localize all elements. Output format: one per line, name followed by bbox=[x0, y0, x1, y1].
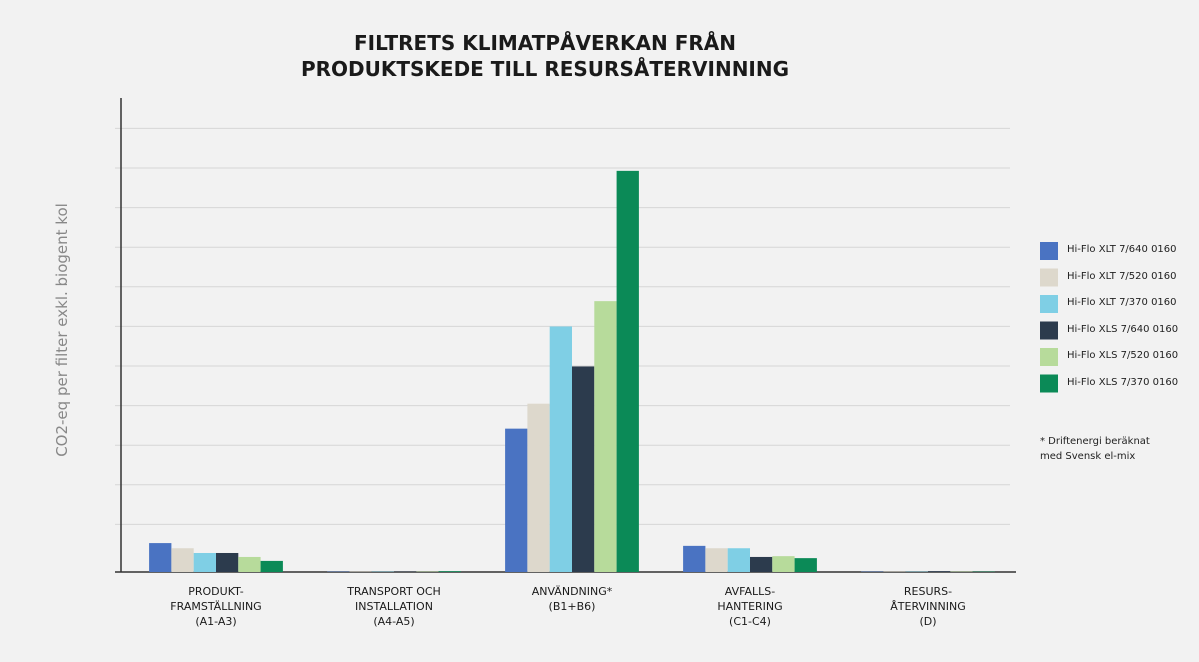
bar bbox=[727, 548, 750, 572]
legend-swatch bbox=[1040, 242, 1058, 260]
bar bbox=[527, 403, 550, 572]
legend-swatch bbox=[1040, 268, 1058, 287]
legend-label: Hi-Flo XLT 7/520 0160 bbox=[1067, 270, 1177, 282]
bar bbox=[683, 545, 706, 572]
bar bbox=[216, 552, 239, 572]
bar bbox=[572, 366, 595, 572]
y-axis-label: CO2-eq per filter exkl. biogent kol bbox=[53, 203, 71, 457]
x-tick-label: TRANSPORT OCH INSTALLATION (A4-A5) bbox=[347, 585, 441, 628]
legend-label: Hi-Flo XLS 7/520 0160 bbox=[1067, 350, 1179, 361]
legend-swatch bbox=[1040, 374, 1058, 393]
bar bbox=[705, 548, 728, 572]
x-tick-label: RESURS- ÅTERVINNING (D) bbox=[890, 585, 966, 628]
legend-label: Hi-Flo XLS 7/370 0160 bbox=[1067, 376, 1179, 388]
bar bbox=[149, 543, 172, 572]
legend-swatch bbox=[1040, 295, 1058, 313]
x-tick-label: PRODUKT- FRAMSTÄLLNING (A1-A3) bbox=[170, 585, 262, 628]
legend-swatch bbox=[1040, 348, 1058, 366]
x-tick-label: ANVÄNDNING* (B1+B6) bbox=[531, 585, 613, 613]
bar bbox=[260, 560, 283, 572]
x-tick-label: AVFALLS- HANTERING (C1-C4) bbox=[717, 585, 783, 628]
bar bbox=[438, 571, 461, 572]
bar bbox=[193, 552, 216, 572]
legend-label: Hi-Flo XLT 7/370 0160 bbox=[1067, 297, 1177, 308]
bar bbox=[794, 558, 817, 572]
bar bbox=[772, 556, 795, 572]
legend-label: Hi-Flo XLS 7/640 0160 bbox=[1067, 323, 1179, 335]
bar bbox=[549, 326, 572, 572]
legend-swatch bbox=[1040, 321, 1058, 340]
bar bbox=[928, 571, 951, 572]
bar bbox=[616, 170, 639, 573]
bar bbox=[171, 548, 194, 572]
footnote: * Driftenergi beräknat med Svensk el-mix bbox=[1040, 436, 1150, 462]
chart-title: FILTRETS KLIMATPÅVERKAN FRÅN PRODUKTSKED… bbox=[300, 31, 790, 81]
bar bbox=[750, 556, 773, 572]
bar bbox=[238, 556, 261, 572]
legend-label: Hi-Flo XLT 7/640 0160 bbox=[1067, 244, 1177, 255]
bar bbox=[505, 428, 528, 572]
bar bbox=[594, 301, 617, 572]
